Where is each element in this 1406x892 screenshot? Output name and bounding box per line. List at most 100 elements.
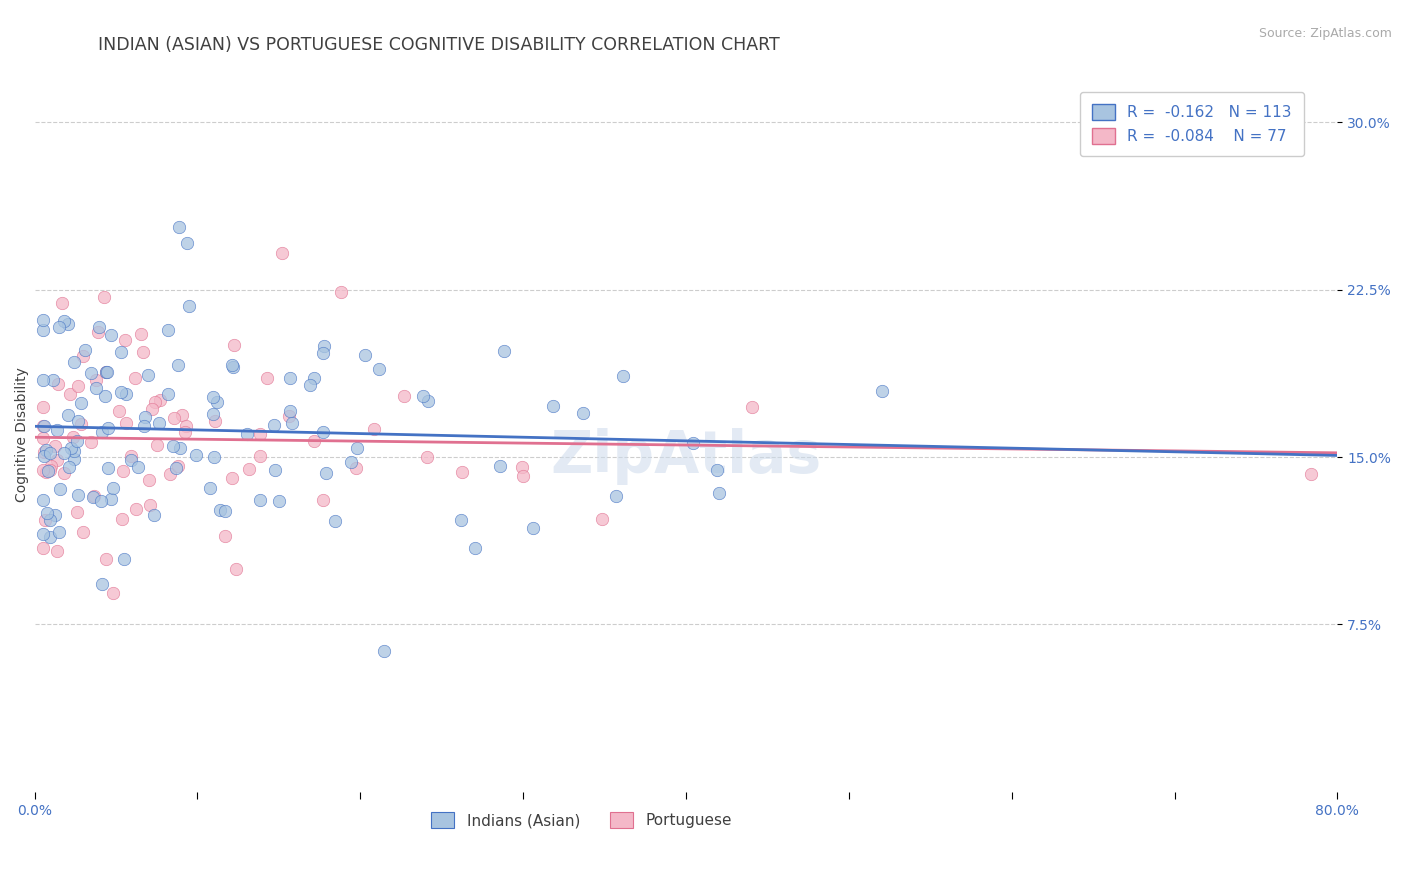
Point xyxy=(66,434,89,449)
Point xyxy=(281,417,304,431)
Point xyxy=(184,448,207,462)
Point xyxy=(138,473,160,487)
Point xyxy=(83,490,105,504)
Point xyxy=(156,387,179,401)
Point xyxy=(238,462,260,476)
Point xyxy=(302,370,325,384)
Point xyxy=(90,577,112,591)
Point xyxy=(51,296,73,310)
Point xyxy=(267,493,290,508)
Point xyxy=(44,439,66,453)
Point xyxy=(48,319,70,334)
Point xyxy=(143,395,166,409)
Text: Source: ZipAtlas.com: Source: ZipAtlas.com xyxy=(1258,27,1392,40)
Point xyxy=(120,452,142,467)
Point xyxy=(94,365,117,379)
Point xyxy=(32,419,55,434)
Point xyxy=(706,463,728,477)
Point xyxy=(198,481,221,495)
Point xyxy=(236,427,259,442)
Point xyxy=(264,463,287,477)
Point xyxy=(450,513,472,527)
Point xyxy=(512,468,534,483)
Point xyxy=(79,367,101,381)
Point xyxy=(67,414,90,428)
Point xyxy=(148,416,170,430)
Point xyxy=(312,425,335,439)
Point xyxy=(353,348,375,362)
Point xyxy=(179,299,201,313)
Point xyxy=(112,552,135,566)
Point xyxy=(340,455,363,469)
Point xyxy=(208,503,231,517)
Point xyxy=(141,402,163,417)
Point xyxy=(114,334,136,348)
Point xyxy=(111,512,134,526)
Point xyxy=(167,459,190,474)
Point xyxy=(32,445,55,459)
Point xyxy=(38,530,60,544)
Point xyxy=(392,389,415,403)
Point xyxy=(75,343,97,357)
Point xyxy=(174,418,197,433)
Text: ZipAtlas: ZipAtlas xyxy=(550,427,821,484)
Point xyxy=(222,360,245,375)
Point xyxy=(37,506,59,520)
Point xyxy=(612,369,634,384)
Point xyxy=(522,521,544,535)
Y-axis label: Cognitive Disability: Cognitive Disability xyxy=(15,368,30,502)
Point xyxy=(31,463,53,477)
Point xyxy=(132,344,155,359)
Point xyxy=(201,390,224,404)
Point xyxy=(96,365,118,379)
Point xyxy=(84,373,107,387)
Point xyxy=(330,285,353,299)
Point xyxy=(512,459,534,474)
Point xyxy=(277,409,299,423)
Point xyxy=(709,486,731,500)
Point xyxy=(129,327,152,342)
Point xyxy=(201,407,224,421)
Point xyxy=(53,467,76,481)
Point xyxy=(344,461,367,475)
Point xyxy=(62,451,84,466)
Point xyxy=(605,489,627,503)
Point xyxy=(214,529,236,543)
Point xyxy=(125,501,148,516)
Point xyxy=(94,365,117,379)
Point xyxy=(70,396,93,410)
Point xyxy=(94,552,117,566)
Point xyxy=(176,235,198,250)
Point xyxy=(35,466,58,480)
Point xyxy=(222,338,245,352)
Point xyxy=(323,514,346,528)
Point xyxy=(31,312,53,326)
Point xyxy=(91,425,114,439)
Point xyxy=(37,464,59,478)
Point xyxy=(44,508,66,522)
Point xyxy=(124,370,146,384)
Point xyxy=(278,371,301,385)
Point xyxy=(167,220,190,235)
Point xyxy=(221,471,243,485)
Point xyxy=(48,524,70,539)
Point xyxy=(86,381,108,395)
Point xyxy=(249,427,271,442)
Point xyxy=(489,458,512,473)
Point xyxy=(31,400,53,414)
Point xyxy=(32,449,55,463)
Point xyxy=(165,461,187,475)
Point xyxy=(58,460,80,475)
Point xyxy=(31,541,53,555)
Point xyxy=(741,401,763,415)
Point xyxy=(149,393,172,408)
Point xyxy=(97,421,120,435)
Point xyxy=(270,246,292,260)
Point xyxy=(157,322,180,336)
Point xyxy=(167,358,190,372)
Point xyxy=(136,368,159,382)
Point xyxy=(101,586,124,600)
Point xyxy=(298,378,321,392)
Point xyxy=(100,491,122,506)
Point xyxy=(39,446,62,460)
